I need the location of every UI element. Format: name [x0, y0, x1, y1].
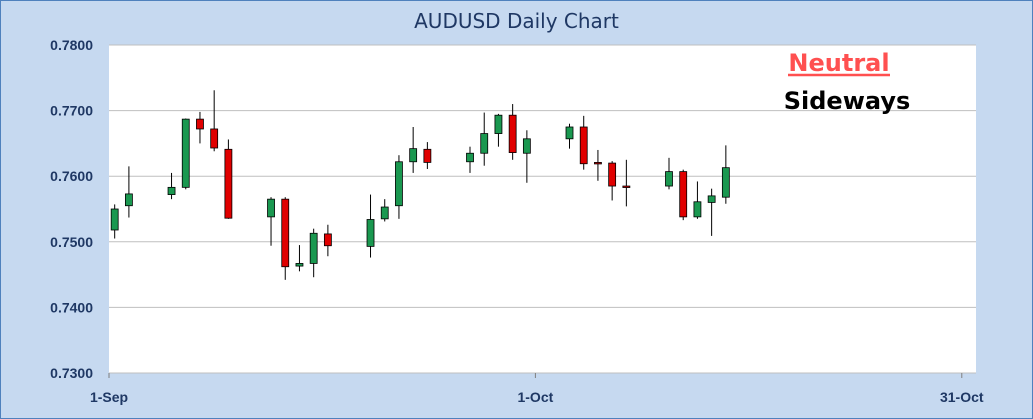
- candle-up: [366, 194, 375, 258]
- candle-up: [480, 112, 489, 166]
- candle-body: [167, 186, 176, 195]
- candle-body: [423, 148, 432, 163]
- candle-body: [579, 126, 588, 165]
- candle-body: [124, 193, 133, 207]
- candle-body: [594, 162, 602, 165]
- candle-up: [380, 199, 389, 222]
- y-tick-label: 0.7400: [50, 299, 93, 315]
- x-tick-label: 1-Sep: [90, 389, 128, 405]
- candle-body: [721, 167, 730, 198]
- candle-down: [224, 139, 233, 219]
- candle-body: [380, 206, 389, 220]
- candle-body: [522, 138, 531, 154]
- candle-up: [565, 123, 574, 149]
- y-tick-label: 0.7300: [50, 365, 93, 381]
- annotation-sideways: Sideways: [784, 87, 911, 115]
- candle-body: [608, 162, 617, 187]
- candle-body: [480, 133, 489, 154]
- candle-body: [665, 171, 673, 187]
- candle-body: [494, 114, 503, 134]
- candle-body: [309, 232, 318, 264]
- y-axis-ticks: 0.7300 0.7400 0.7500 0.7600 0.7700 0.7800: [50, 37, 93, 381]
- candle-body: [366, 219, 375, 247]
- x-axis-ticks: 1-Sep 1-Oct 31-Oct: [90, 373, 984, 405]
- candle-down: [508, 104, 517, 160]
- candle-down: [423, 142, 432, 169]
- candle-body: [295, 263, 304, 267]
- candle-body: [707, 195, 716, 203]
- candle-up: [522, 130, 531, 183]
- candle-down: [281, 197, 290, 280]
- candle-up: [110, 204, 119, 239]
- candle-up: [309, 228, 318, 278]
- candle-body: [466, 152, 474, 163]
- candle-body: [267, 198, 275, 218]
- candle-body: [281, 198, 290, 268]
- candle-up: [267, 197, 275, 246]
- candles: [110, 90, 730, 280]
- candle-body: [395, 161, 403, 207]
- candle-up: [466, 146, 474, 173]
- y-tick-label: 0.7800: [50, 37, 93, 53]
- candle-down: [679, 169, 688, 221]
- candle-down: [622, 159, 631, 207]
- candle-body: [323, 233, 332, 247]
- candle-down: [608, 161, 617, 201]
- candle-body: [409, 148, 418, 163]
- candle-up: [167, 172, 176, 200]
- grid-lines: [109, 44, 976, 374]
- candle-up: [181, 118, 190, 190]
- y-tick-label: 0.7700: [50, 103, 93, 119]
- candle-body: [693, 201, 702, 218]
- chart-title: AUDUSD Daily Chart: [414, 9, 619, 33]
- candle-body: [210, 128, 219, 149]
- candle-up: [494, 113, 503, 147]
- annotation-neutral: Neutral: [788, 49, 889, 77]
- candle-down: [210, 90, 219, 152]
- candle-down: [594, 149, 602, 181]
- candle-down: [323, 224, 332, 257]
- candle-up: [395, 155, 403, 219]
- candle-up: [409, 127, 418, 173]
- candle-body: [181, 118, 190, 188]
- plot-area: [109, 45, 976, 373]
- candle-up: [665, 157, 673, 190]
- candle-down: [196, 111, 204, 144]
- candle-up: [721, 145, 730, 204]
- candle-up: [707, 188, 716, 236]
- x-tick-label: 1-Oct: [517, 389, 553, 405]
- candle-body: [622, 185, 631, 188]
- candle-body: [679, 171, 688, 218]
- candle-down: [579, 115, 588, 170]
- x-tick-label: 31-Oct: [940, 389, 984, 405]
- candle-body: [196, 118, 204, 130]
- candle-body: [110, 208, 119, 231]
- y-tick-label: 0.7500: [50, 234, 93, 250]
- y-tick-label: 0.7600: [50, 168, 93, 184]
- candle-up: [295, 245, 304, 272]
- candle-up: [693, 181, 702, 219]
- candle-body: [565, 126, 574, 140]
- candle-up: [124, 166, 133, 218]
- candle-body: [508, 114, 517, 153]
- candle-body: [224, 148, 233, 219]
